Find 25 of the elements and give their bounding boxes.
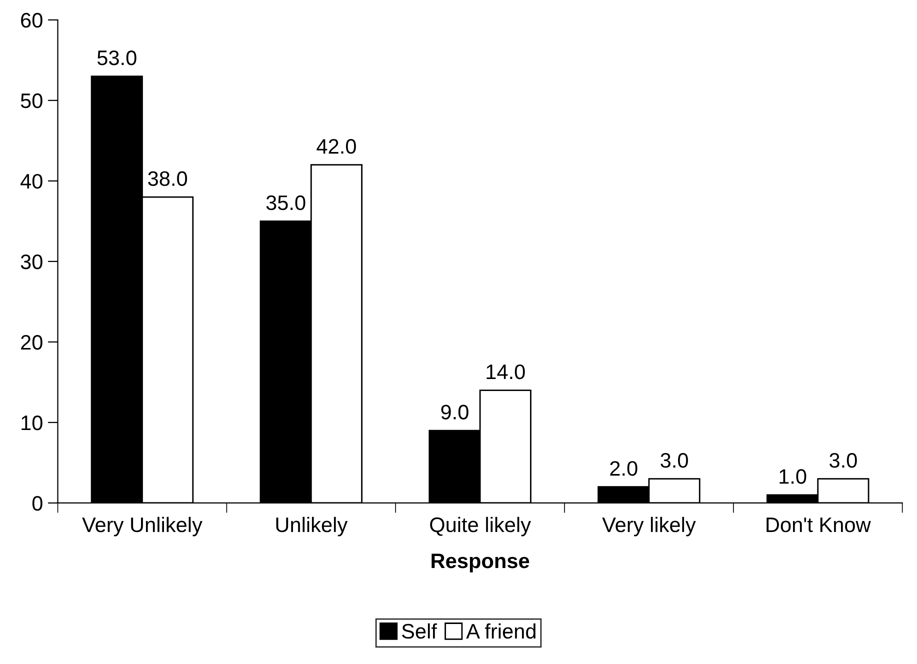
data-label: 38.0 [148, 171, 188, 186]
x-tick-label: Don't Know [766, 518, 871, 532]
y-tick-label: 10 [22, 415, 42, 430]
legend-label: Self [402, 623, 437, 639]
y-tick-label: 40 [20, 174, 42, 189]
y-tick-label: 60 [21, 12, 42, 28]
data-label: 2.0 [610, 461, 638, 476]
legend-label: A friend [466, 623, 536, 639]
x-tick-label: Very Unlikely [82, 516, 202, 536]
data-label: 14.0 [486, 364, 525, 380]
data-label: 42.0 [316, 139, 356, 154]
data-label: 3.0 [830, 453, 857, 468]
data-label: 53.0 [97, 50, 136, 66]
x-axis-title: Response [432, 554, 530, 572]
data-label: 1.0 [780, 469, 806, 484]
x-tick-label: Very likely [602, 516, 696, 536]
y-tick-label: 50 [20, 93, 42, 108]
data-label: 35.0 [266, 195, 306, 210]
x-tick-label: Quite likely [430, 516, 531, 536]
data-label: 3.0 [660, 453, 688, 468]
data-label: 9.0 [441, 404, 468, 420]
y-tick-label: 20 [21, 334, 42, 350]
y-tick-label: 30 [20, 254, 42, 270]
y-tick-label: 0 [32, 496, 42, 511]
x-tick-label: Unlikely [276, 516, 348, 536]
